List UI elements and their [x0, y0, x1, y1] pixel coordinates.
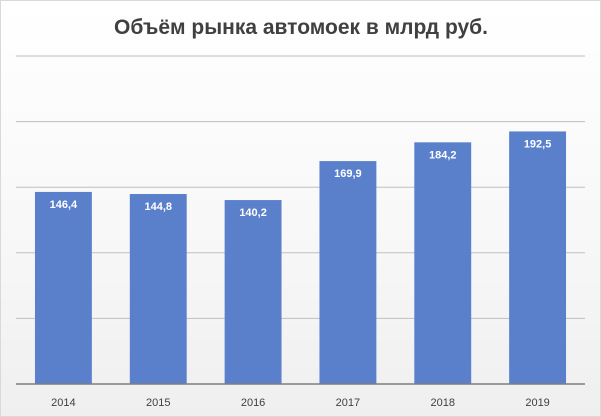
data-label-2014: 146,4 [50, 199, 78, 211]
data-label-2016: 140,2 [239, 207, 267, 219]
chart-title: Объём рынка автомоек в млрд руб. [114, 16, 488, 39]
bar-2018 [414, 142, 472, 384]
x-tick-label-2017: 2017 [336, 397, 360, 409]
data-label-2018: 184,2 [429, 149, 457, 161]
x-tick-label-2016: 2016 [241, 397, 265, 409]
bar-2014 [34, 191, 92, 384]
bars [34, 131, 567, 384]
x-tick-label-2018: 2018 [431, 397, 455, 409]
x-tick-label-2014: 2014 [51, 397, 75, 409]
data-label-2017: 169,9 [334, 168, 362, 180]
bar-2015 [129, 194, 187, 384]
x-tick-labels: 2014 2015 2016 2017 2018 2019 [51, 397, 550, 409]
bar-2016 [224, 200, 282, 384]
x-tick-label-2015: 2015 [146, 397, 170, 409]
data-label-2019: 192,5 [524, 138, 552, 150]
bar-2017 [319, 161, 377, 384]
bar-2019 [509, 131, 567, 384]
data-labels: 146,4 144,8 140,2 169,9 184,2 192,5 [50, 138, 552, 219]
gridlines [16, 55, 585, 319]
x-tick-label-2019: 2019 [525, 397, 549, 409]
data-label-2015: 144,8 [144, 201, 172, 213]
